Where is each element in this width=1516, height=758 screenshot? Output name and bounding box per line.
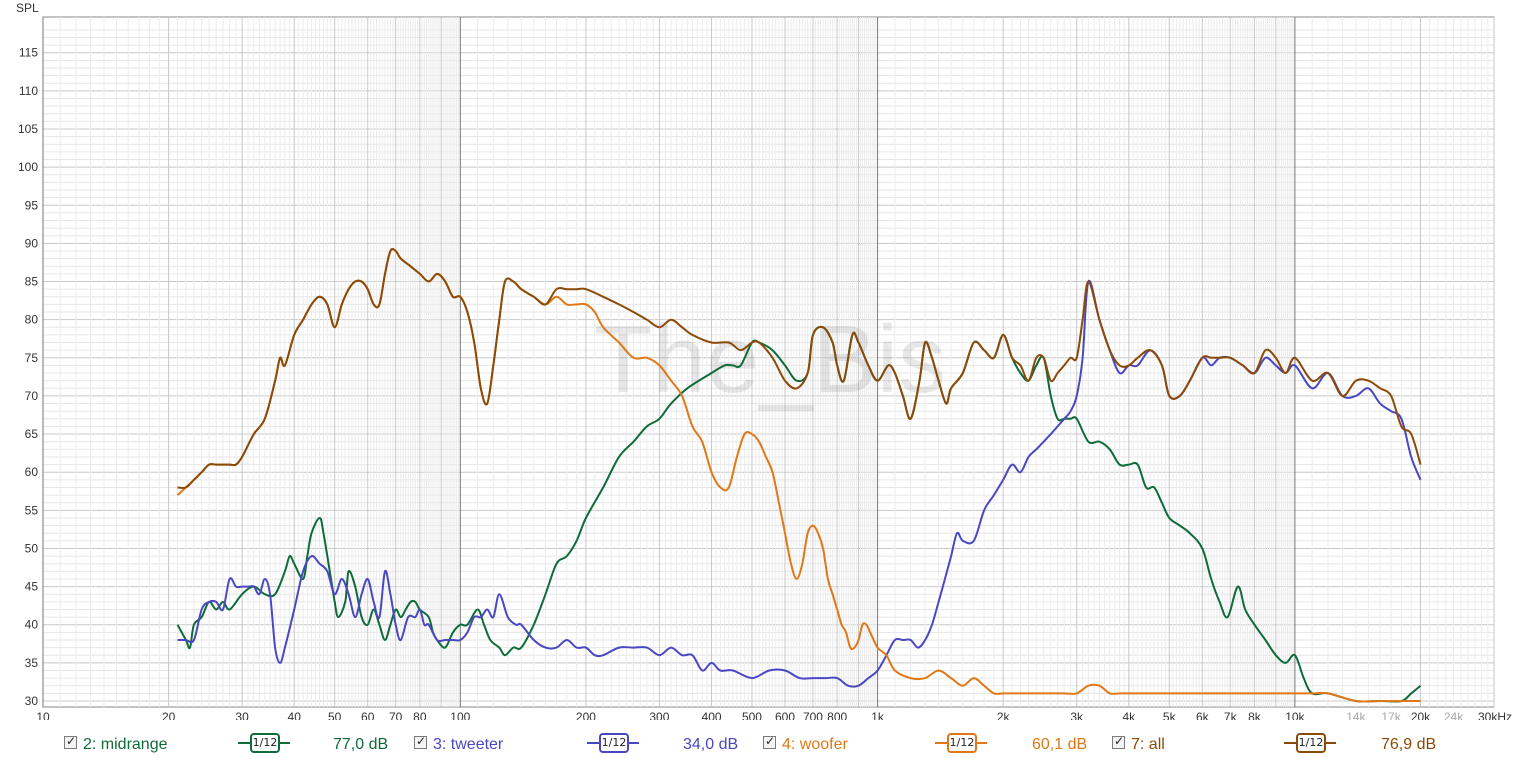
- y-axis-label: SPL: [16, 1, 39, 15]
- x-tick-label: 100: [450, 710, 470, 720]
- legend-checkbox[interactable]: ✓: [414, 734, 427, 749]
- smoothing-button[interactable]: 1/12: [238, 732, 290, 753]
- y-tick-label: 80: [25, 313, 39, 327]
- x-tick-label: 7k: [1224, 710, 1238, 720]
- x-tick-label: 14k: [1346, 710, 1366, 720]
- legend-label: 3: tweeter: [433, 736, 504, 753]
- smoothing-button[interactable]: 1/12: [587, 732, 639, 753]
- y-tick-label: 100: [18, 160, 38, 174]
- smoothing-label: 1/12: [250, 733, 280, 753]
- x-tick-label: 24k: [1444, 710, 1464, 720]
- x-tick-label: 20: [162, 710, 176, 720]
- x-tick-label: 700: [803, 710, 823, 720]
- x-tick-label: 10: [36, 710, 50, 720]
- y-tick-label: 40: [25, 618, 39, 632]
- x-tick-label: 30kHz: [1478, 710, 1512, 720]
- y-tick-label: 35: [25, 656, 39, 670]
- y-tick-label: 110: [19, 84, 38, 98]
- x-tick-label: 60: [361, 710, 375, 720]
- legend-label: 2: midrange: [83, 736, 168, 753]
- x-tick-label: 3k: [1070, 710, 1084, 720]
- y-tick-label: 45: [25, 580, 39, 594]
- grid-lines: [42, 17, 1495, 707]
- y-tick-label: 65: [25, 427, 39, 441]
- x-tick-label: 80: [413, 710, 427, 720]
- x-tick-label: 1k: [871, 710, 885, 720]
- x-tick-label: 400: [702, 710, 722, 720]
- x-tick-label: 8k: [1248, 710, 1262, 720]
- smoothing-label: 1/12: [1296, 733, 1326, 753]
- legend: ✓ 2: midrange 1/12 77,0 dB ✓ 3: tweeter 1/12 34…: [0, 730, 1516, 758]
- smoothing-button[interactable]: 1/12: [1284, 732, 1336, 753]
- check-icon: ✓: [1114, 734, 1125, 748]
- x-tick-label: 17k: [1381, 710, 1401, 720]
- smoothing-label: 1/12: [599, 733, 629, 753]
- legend-value: 60,1 dB: [1032, 736, 1088, 753]
- x-tick-label: 10k: [1285, 710, 1305, 720]
- x-tick-label: 300: [649, 710, 669, 720]
- y-tick-label: 70: [25, 389, 39, 403]
- x-tick-label: 800: [827, 710, 847, 720]
- x-tick-label: 40: [288, 710, 302, 720]
- y-tick-label: 95: [25, 198, 39, 212]
- check-icon: ✓: [416, 734, 427, 748]
- smoothing-button[interactable]: 1/12: [935, 732, 987, 753]
- check-icon: ✓: [765, 734, 776, 748]
- legend-checkbox[interactable]: ✓: [763, 734, 776, 749]
- x-tick-label: 600: [775, 710, 795, 720]
- legend-checkbox[interactable]: ✓: [1112, 734, 1125, 749]
- legend-value: 34,0 dB: [683, 736, 739, 753]
- x-tick-label: 50: [328, 710, 342, 720]
- x-tick-label: 200: [576, 710, 596, 720]
- series-lines: [176, 247, 1422, 703]
- y-tick-label: 50: [25, 541, 39, 555]
- x-tick-label: 6k: [1196, 710, 1210, 720]
- y-tick-label: 90: [25, 236, 39, 250]
- y-tick-label: 55: [25, 503, 39, 517]
- legend-value: 76,9 dB: [1381, 736, 1437, 753]
- y-tick-label: 115: [19, 46, 38, 60]
- legend-checkbox[interactable]: ✓: [64, 734, 77, 749]
- y-axis-ticks: 30 35 40 45 50 55 60 65 70 75 80 85 90 95 100 105 110 115: [18, 46, 38, 708]
- x-tick-label: 2k: [997, 710, 1011, 720]
- legend-label: 4: woofer: [782, 736, 848, 753]
- x-tick-label: 20k: [1411, 710, 1431, 720]
- y-tick-label: 85: [25, 275, 39, 289]
- y-tick-label: 30: [25, 694, 39, 708]
- legend-label: 7: all: [1131, 736, 1165, 753]
- y-tick-label: 75: [25, 351, 39, 365]
- x-tick-label: 70: [389, 710, 403, 720]
- legend-value: 77,0 dB: [333, 736, 389, 753]
- series-line-4: [177, 247, 1422, 489]
- check-icon: ✓: [66, 734, 77, 748]
- x-tick-label: 5k: [1163, 710, 1177, 720]
- y-tick-label: 60: [25, 465, 39, 479]
- x-tick-label: 30: [235, 710, 249, 720]
- x-axis-ticks: 10 20 30 40 50 60 70 80 100 200 300 400 500 600 700 800…: [36, 710, 1512, 720]
- smoothing-label: 1/12: [947, 733, 977, 753]
- x-tick-label: 4k: [1122, 710, 1136, 720]
- watermark: The_Bis: [594, 306, 946, 413]
- spl-chart: The_Bis 30354045505560657075808590951001…: [16, 1, 1512, 720]
- x-tick-label: 500: [742, 710, 762, 720]
- y-tick-label: 105: [18, 122, 38, 136]
